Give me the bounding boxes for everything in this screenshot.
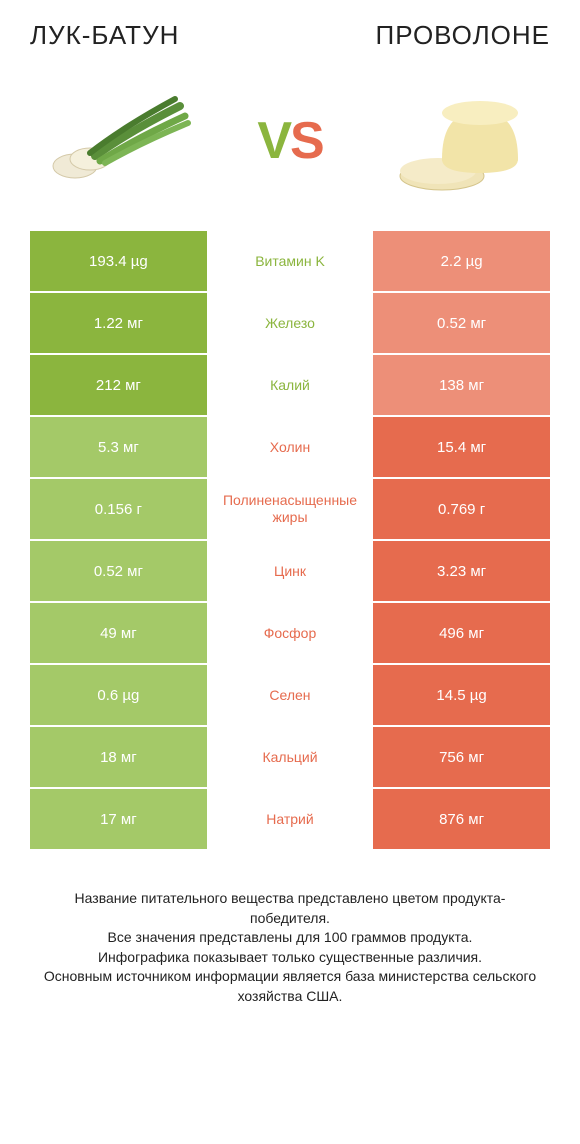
left-title: ЛУК-БАТУН xyxy=(30,20,179,51)
nutrient-label: Фосфор xyxy=(207,603,373,663)
nutrient-label: Холин xyxy=(207,417,373,477)
nutrient-label: Калий xyxy=(207,355,373,415)
nutrient-label: Цинк xyxy=(207,541,373,601)
nutrient-row: 17 мгНатрий876 мг xyxy=(30,789,550,849)
footer-line: Инфографика показывает только существенн… xyxy=(40,948,540,968)
left-value: 212 мг xyxy=(30,355,207,415)
nutrient-row: 1.22 мгЖелезо0.52 мг xyxy=(30,293,550,353)
vs-s: S xyxy=(290,112,323,170)
left-value: 1.22 мг xyxy=(30,293,207,353)
nutrient-label: Витамин K xyxy=(207,231,373,291)
nutrient-row: 0.52 мгЦинк3.23 мг xyxy=(30,541,550,601)
left-value: 0.52 мг xyxy=(30,541,207,601)
footer-line: Название питательного вещества представл… xyxy=(40,889,540,928)
right-value: 756 мг xyxy=(373,727,550,787)
footer-line: Все значения представлены для 100 граммо… xyxy=(40,928,540,948)
right-value: 15.4 мг xyxy=(373,417,550,477)
nutrient-row: 212 мгКалий138 мг xyxy=(30,355,550,415)
nutrient-label: Полиненасыщенные жиры xyxy=(207,479,373,539)
vs-v: V xyxy=(257,112,290,170)
right-food-image xyxy=(380,81,540,201)
footer-notes: Название питательного вещества представл… xyxy=(30,889,550,1007)
left-value: 18 мг xyxy=(30,727,207,787)
nutrient-row: 0.6 µgСелен14.5 µg xyxy=(30,665,550,725)
left-value: 17 мг xyxy=(30,789,207,849)
right-value: 3.23 мг xyxy=(373,541,550,601)
nutrient-label: Селен xyxy=(207,665,373,725)
nutrient-row: 49 мгФосфор496 мг xyxy=(30,603,550,663)
nutrient-label: Натрий xyxy=(207,789,373,849)
right-value: 138 мг xyxy=(373,355,550,415)
right-value: 876 мг xyxy=(373,789,550,849)
left-value: 49 мг xyxy=(30,603,207,663)
footer-line: Основным источником информации является … xyxy=(40,967,540,1006)
provolone-icon xyxy=(380,81,540,201)
left-value: 0.156 г xyxy=(30,479,207,539)
nutrient-label: Кальций xyxy=(207,727,373,787)
nutrient-row: 0.156 гПолиненасыщенные жиры0.769 г xyxy=(30,479,550,539)
vs-label: VS xyxy=(257,111,322,171)
left-value: 5.3 мг xyxy=(30,417,207,477)
comparison-infographic: ЛУК-БАТУН ПРОВОЛОНЕ VS xyxy=(0,0,580,1027)
nutrient-row: 5.3 мгХолин15.4 мг xyxy=(30,417,550,477)
left-value: 0.6 µg xyxy=(30,665,207,725)
right-title: ПРОВОЛОНЕ xyxy=(376,20,551,51)
spring-onion-icon xyxy=(40,81,200,201)
right-value: 496 мг xyxy=(373,603,550,663)
right-value: 0.52 мг xyxy=(373,293,550,353)
nutrient-table: 193.4 µgВитамин K2.2 µg1.22 мгЖелезо0.52… xyxy=(30,231,550,849)
nutrient-row: 193.4 µgВитамин K2.2 µg xyxy=(30,231,550,291)
right-value: 2.2 µg xyxy=(373,231,550,291)
left-value: 193.4 µg xyxy=(30,231,207,291)
left-food-image xyxy=(40,81,200,201)
right-value: 14.5 µg xyxy=(373,665,550,725)
titles-row: ЛУК-БАТУН ПРОВОЛОНЕ xyxy=(30,20,550,51)
nutrient-label: Железо xyxy=(207,293,373,353)
right-value: 0.769 г xyxy=(373,479,550,539)
nutrient-row: 18 мгКальций756 мг xyxy=(30,727,550,787)
images-row: VS xyxy=(30,81,550,201)
